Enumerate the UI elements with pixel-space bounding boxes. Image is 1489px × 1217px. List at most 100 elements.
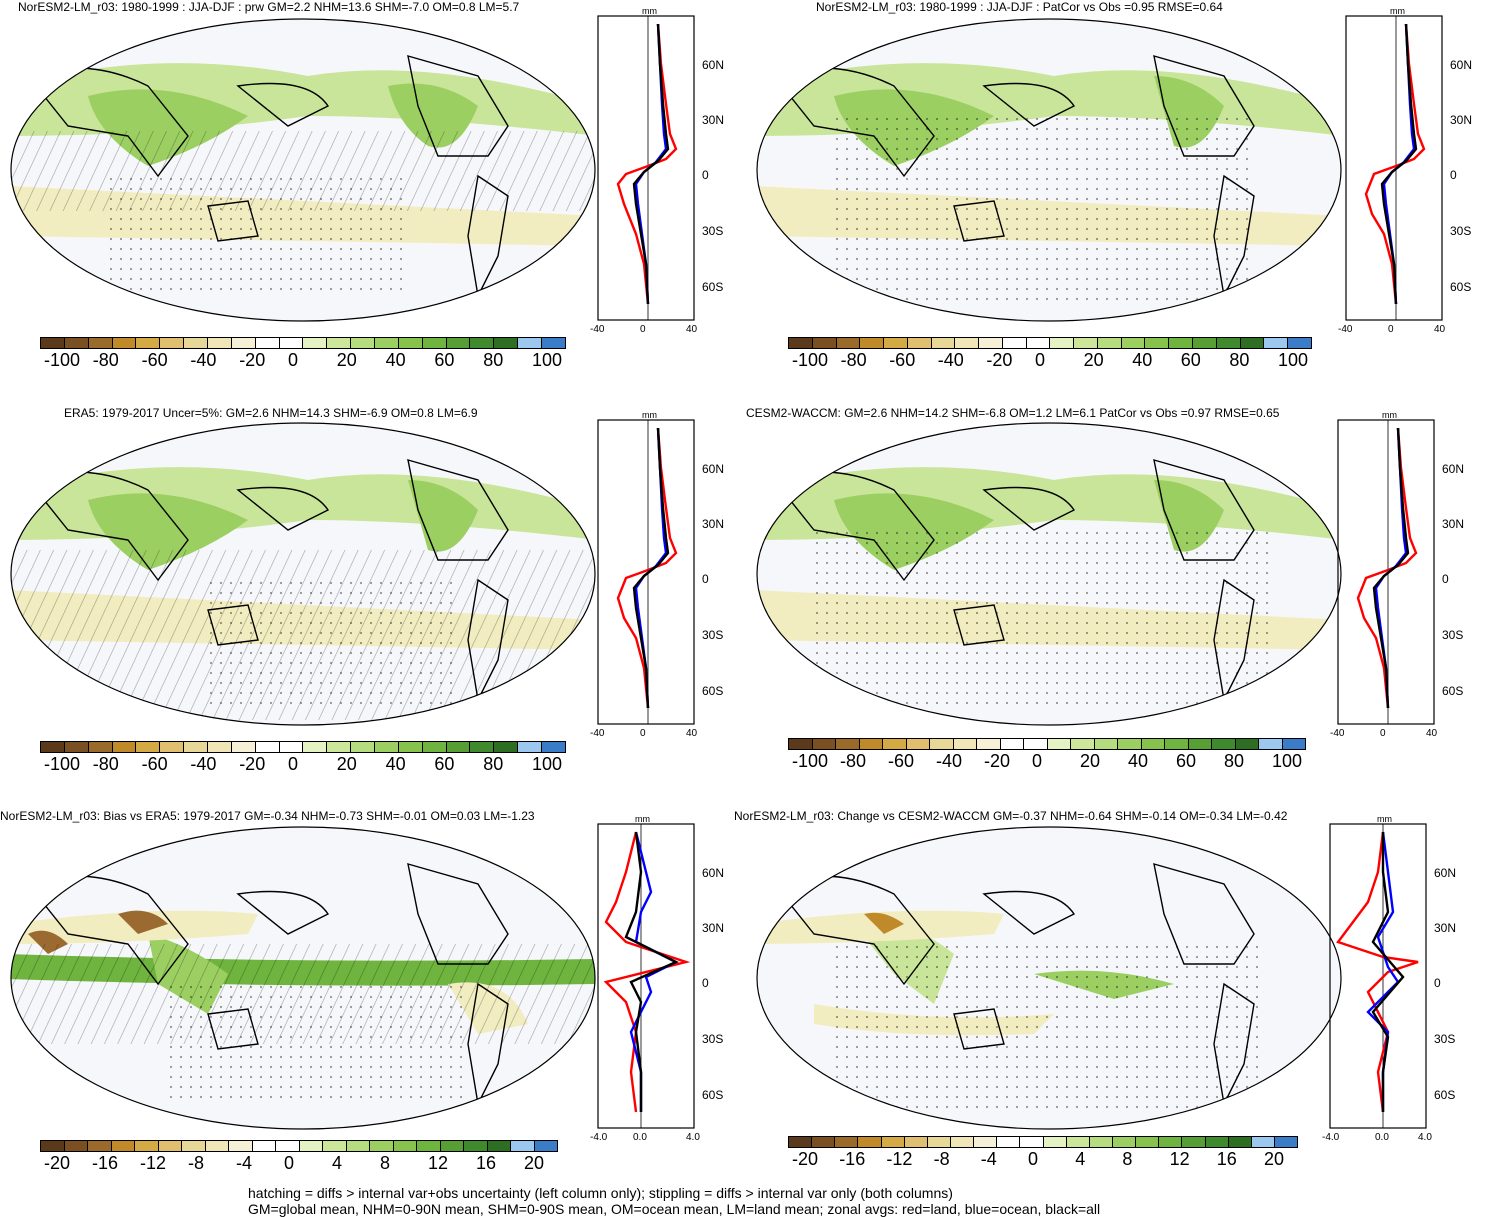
colorbar-tick-label: 40 [1132,350,1153,370]
latitude-tick-label: 0 [702,168,709,182]
colorbar-tick-label: -8 [188,1153,205,1173]
zonal-x-tick-label: 40 [1426,728,1438,739]
colorbar-swatch [1024,739,1048,749]
colorbar-swatch [836,338,861,348]
latitude-tick-label: 30N [1434,921,1457,935]
colorbar-swatch [1193,338,1217,348]
colorbar-swatch [487,1141,511,1151]
colorbar-swatch [88,742,113,752]
colorbar-swatch [1112,1137,1137,1147]
map-panel-1 [10,18,596,322]
zonal-x-tick-label: 4.0 [1418,1132,1432,1143]
colorbar-tick-label: -40 [937,350,964,370]
colorbar-tick-label: -40 [190,350,217,370]
latitude-tick-label: 30S [1450,224,1472,238]
latitude-tick-label: 60S [702,684,724,698]
colorbar-tick-label: -20 [44,1153,71,1173]
colorbar-tick-label: 0 [1028,1149,1039,1169]
colorbar-tick-label: 100 [1272,751,1303,771]
colorbar-swatch [812,338,837,348]
latitude-tick-label: 60N [702,58,725,72]
zonal-x-tick-label: -40 [1330,728,1345,739]
colorbar-swatch [835,1137,859,1147]
colorbar-swatch [64,1141,88,1151]
colorbar-tick-label: 40 [385,754,406,774]
map-panel-2 [756,18,1342,322]
colorbar-2 [788,337,1312,349]
colorbar-tick-label: -100 [792,751,829,771]
zonal-mean-plot-2 [1345,15,1443,321]
colorbar-swatch [1240,338,1265,348]
zonal-x-tick-label: 0 [1380,728,1386,739]
zonal-unit-label: mm [1390,6,1405,16]
colorbar-swatch [518,742,543,752]
colorbar-swatch [112,338,137,348]
panel-title: CESM2-WACCM: GM=2.6 NHM=14.2 SHM=-6.8 OM… [746,406,1280,420]
zonal-x-tick-label: 4.0 [686,1132,700,1143]
colorbar-swatch [231,338,256,348]
colorbar-swatch [351,742,376,752]
colorbar-swatch [907,338,932,348]
colorbar-swatch [1071,739,1095,749]
latitude-tick-label: 60N [1434,866,1457,880]
colorbar-swatch [494,742,519,752]
colorbar-tick-label: -4 [980,1149,997,1169]
latitude-tick-label: 60N [702,866,725,880]
colorbar-tick-label: -8 [933,1149,950,1169]
zonal-mean-plot-3 [597,419,695,725]
zonal-unit-label: mm [1377,814,1392,824]
colorbar-swatch [1288,338,1311,348]
colorbar-tick-label: 0 [288,754,299,774]
colorbar-swatch [135,1141,159,1151]
colorbar-swatch [534,1141,557,1151]
colorbar-swatch [494,338,519,348]
colorbar-swatch [1228,1137,1252,1147]
zonal-x-tick-label: 40 [686,728,698,739]
zonal-x-tick-label: 0 [640,324,646,335]
colorbar-swatch [812,1137,836,1147]
colorbar-tick-label: -60 [141,754,168,774]
colorbar-swatch [323,1141,347,1151]
latitude-tick-label: 60S [1434,1088,1456,1102]
panel-title: ERA5: 1979-2017 Uncer=5%: GM=2.6 NHM=14.… [64,406,478,420]
latitude-tick-label: 30S [702,224,724,238]
panel-title: NorESM2-LM_r03: 1980-1999 : JJA-DJF : Pa… [816,0,1223,14]
latitude-tick-label: 30N [702,921,725,935]
zonal-x-tick-label: 40 [686,324,698,335]
colorbar-tick-label: 60 [434,350,455,370]
colorbar-tick-label: 20 [1083,350,1104,370]
colorbar-5 [40,1140,558,1152]
colorbar-swatch [1074,338,1098,348]
colorbar-swatch [111,1141,135,1151]
colorbar-swatch [1043,1137,1067,1147]
colorbar-swatch [446,742,471,752]
colorbar-tick-label: 100 [1278,350,1309,370]
zonal-unit-label: mm [642,6,657,16]
colorbar-tick-label: 12 [1169,1149,1190,1169]
colorbar-swatch [136,338,161,348]
colorbar-swatch [953,739,977,749]
colorbar-swatch [860,338,885,348]
colorbar-swatch [231,742,256,752]
colorbar-swatch [41,742,65,752]
colorbar-swatch [422,338,447,348]
colorbar-swatch [1047,739,1071,749]
colorbar-tick-label: -100 [44,754,81,774]
colorbar-tick-label: 20 [524,1153,545,1173]
zonal-unit-label: mm [635,814,650,824]
colorbar-swatch [327,742,352,752]
colorbar-swatch [1118,739,1142,749]
latitude-tick-label: 60N [1442,462,1465,476]
colorbar-swatch [88,1141,112,1151]
colorbar-4 [788,738,1306,750]
colorbar-swatch [979,338,1003,348]
colorbar-swatch [927,1137,951,1147]
colorbar-swatch [542,338,565,348]
map-panel-3 [10,422,596,726]
colorbar-swatch [398,338,423,348]
colorbar-swatch [1212,739,1236,749]
zonal-x-tick-label: 40 [1434,324,1446,335]
colorbar-tick-label: 80 [483,350,504,370]
colorbar-tick-label: -4 [236,1153,253,1173]
colorbar-swatch [1141,739,1165,749]
